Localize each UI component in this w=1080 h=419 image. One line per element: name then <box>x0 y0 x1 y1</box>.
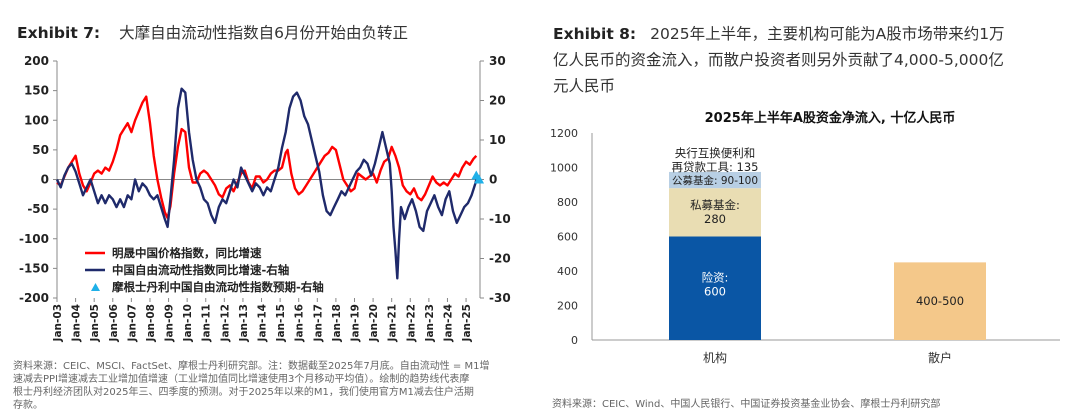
bar-category-label: 散户 <box>928 350 952 365</box>
bar-segment-label: 再贷款工具: 135 <box>672 160 759 174</box>
x-tick-label: Jan-14 <box>257 304 269 342</box>
bar-segment <box>669 188 761 237</box>
left-exhibit-heading: Exhibit 7: 大摩自由流动性指数自6月份开始由负转正 <box>17 21 408 43</box>
right-exhibit-title-line: 2025年上半年，主要机构可能为A股市场带来约1万 <box>650 25 1005 43</box>
liquidity-line-chart: 200150100500-50-100-150-2003020100-10-20… <box>19 54 511 342</box>
x-tick-label: Jan-09 <box>164 304 176 342</box>
x-tick-label: Jan-15 <box>275 304 287 342</box>
x-tick-label: Jan-19 <box>349 304 361 342</box>
x-tick-label: Jan-25 <box>461 304 473 342</box>
x-tick-label: Jan-22 <box>405 304 417 342</box>
x-tick-label: Jan-08 <box>145 304 157 342</box>
bar-segment <box>894 262 986 340</box>
left-y-tick-label: -150 <box>19 261 49 275</box>
left-exhibit-title: 大摩自由流动性指数自6月份开始由负转正 <box>119 24 408 42</box>
right-y-tick-label: -20 <box>489 252 511 266</box>
x-tick-label: Jan-24 <box>442 304 454 342</box>
bar-segment <box>669 171 761 189</box>
bar-y-tick-label: 1000 <box>550 162 578 175</box>
legend-label: 明晟中国价格指数，同比增速 <box>112 246 262 260</box>
bar-y-tick-label: 1200 <box>550 127 578 140</box>
right-y-tick-label: 20 <box>489 94 506 108</box>
forecast-marker <box>474 174 485 184</box>
bar-segment-label: 公募基金: 90-100 <box>672 174 758 187</box>
x-tick-label: Jan-18 <box>331 304 343 342</box>
left-y-tick-label: 200 <box>24 54 49 68</box>
left-source-line: 根士丹利经济团队对2025年三、四季度的预测。对于2025年以来的M1，我们使用… <box>13 387 474 398</box>
right-y-tick-label: -10 <box>489 212 511 226</box>
left-source-note: 资料来源：CEIC、MSCI、FactSet、摩根士丹利研究部。注：数据截至20… <box>13 360 533 412</box>
x-tick-label: Jan-20 <box>368 304 380 342</box>
x-tick-label: Jan-17 <box>312 304 324 342</box>
left-y-tick-label: -100 <box>19 232 49 246</box>
fund-inflow-bar-chart: 2025年上半年A股资金净流入, 十亿人民币 1200 1000 800 600 400 2… <box>550 110 1060 365</box>
x-tick-label: Jan-04 <box>71 304 83 342</box>
x-tick-label: Jan-05 <box>89 304 101 342</box>
x-tick-label: Jan-11 <box>201 304 213 342</box>
bar-segment-label: 私募基金: <box>690 198 740 212</box>
x-tick-label: Jan-10 <box>182 304 194 342</box>
left-y-tick-label: 150 <box>24 84 49 98</box>
bar-y-tick-label: 400 <box>557 265 578 278</box>
legend-marker-forecast <box>91 283 100 291</box>
left-source-line: 存款。 <box>13 400 43 411</box>
right-y-tick-label: 10 <box>489 133 506 147</box>
x-tick-label: Jan-23 <box>424 304 436 342</box>
x-tick-label: Jan-21 <box>387 304 399 342</box>
left-source-line: 资料来源：CEIC、MSCI、FactSet、摩根士丹利研究部。注：数据截至20… <box>13 361 490 372</box>
bar-y-tick-label: 600 <box>557 231 578 244</box>
right-exhibit-title-line: 元人民币 <box>553 77 616 95</box>
right-source-note: 资料来源：CEIC、Wind、中国人民银行、中国证券投资基金业协会、摩根士丹利研… <box>552 399 941 410</box>
msci-china-yoy-line <box>56 95 478 220</box>
x-tick-label: Jan-07 <box>126 304 138 342</box>
right-y-tick-label: -30 <box>489 291 511 305</box>
bar-y-tick-label: 0 <box>571 334 578 347</box>
left-exhibit-label: Exhibit 7: <box>17 24 101 42</box>
legend-label: 摩根士丹利中国自由流动性指数预期-右轴 <box>112 280 324 294</box>
bar-segment-label: 280 <box>704 212 726 226</box>
left-y-tick-label: 0 <box>41 173 49 187</box>
bar-y-tick-label: 200 <box>557 300 578 313</box>
left-exhibit-panel: Exhibit 7: 大摩自由流动性指数自6月份开始由负转正 200 150 100… <box>13 21 533 412</box>
bar-segment-label: 400-500 <box>916 294 964 308</box>
x-tick-label: Jan-12 <box>219 304 231 342</box>
bar-segment-label: 险资: <box>702 271 729 285</box>
x-tick-label: Jan-13 <box>238 304 250 342</box>
x-tick-label: Jan-06 <box>108 304 120 342</box>
right-y-tick-label: 0 <box>489 173 497 187</box>
right-exhibit-panel: Exhibit 8: 2025年上半年，主要机构可能为A股市场带来约1万 亿人民币… <box>540 0 1080 419</box>
legend-label: 中国自由流动性指数同比增速-右轴 <box>112 263 289 277</box>
right-exhibit-title-line: 亿人民币的资金流入，而散户投资者则另外贡献了4,000-5,000亿 <box>553 51 1004 69</box>
left-y-tick-label: -50 <box>27 202 49 216</box>
left-y-tick-label: 100 <box>24 113 49 127</box>
bar-y-tick-label: 800 <box>557 196 578 209</box>
bar-category-label: 机构 <box>703 350 727 365</box>
right-exhibit-label: Exhibit 8: <box>553 25 637 43</box>
right-y-tick-label: 30 <box>489 54 506 68</box>
left-y-tick-label: -200 <box>19 291 49 305</box>
bar-segment <box>669 236 761 340</box>
free-liquidity-yoy-line <box>55 87 479 280</box>
bar-chart-title: 2025年上半年A股资金净流入, 十亿人民币 <box>705 110 956 126</box>
right-exhibit-heading: Exhibit 8: 2025年上半年，主要机构可能为A股市场带来约1万 亿人民币… <box>553 21 1005 99</box>
left-y-tick-label: 50 <box>32 143 49 157</box>
x-tick-label: Jan-03 <box>52 304 64 342</box>
bar-segment-label: 央行互换便利和 <box>675 146 756 160</box>
left-source-line: 速减去PPI增速减去工业增加值增速（工业增加值同比增速使用3个月移动平均值）。绘… <box>13 374 470 385</box>
bar-segment-label: 600 <box>704 285 726 299</box>
bar-segment <box>669 148 761 172</box>
x-tick-label: Jan-16 <box>294 304 306 342</box>
